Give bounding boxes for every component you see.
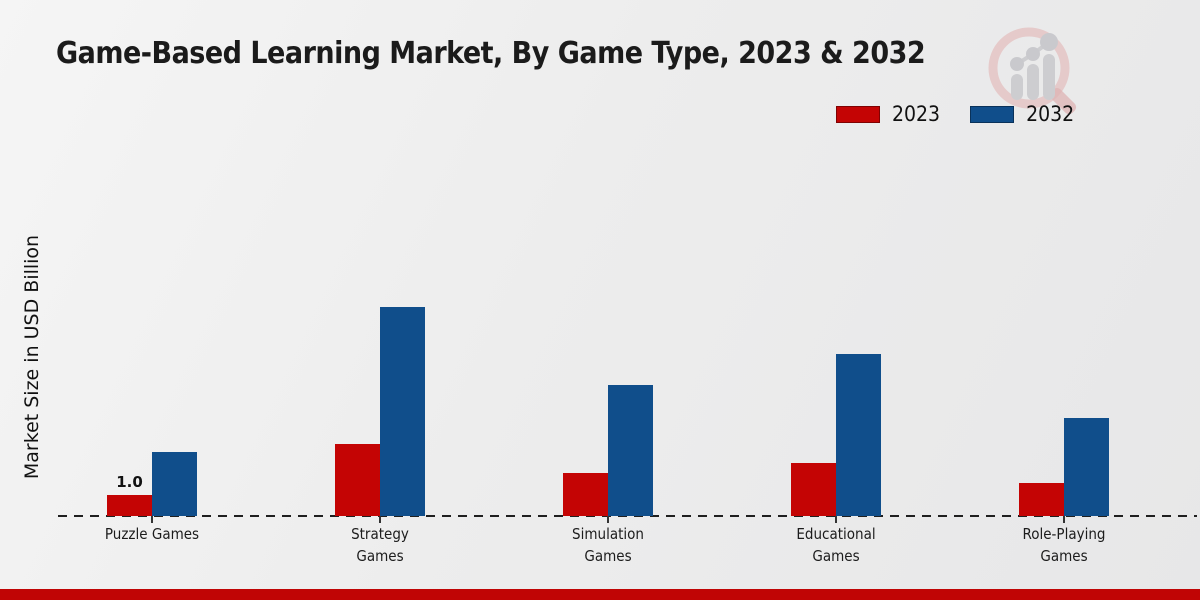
x-axis-tick <box>607 516 609 523</box>
legend-label-2023: 2023 <box>892 102 941 126</box>
chart-title: Game-Based Learning Market, By Game Type… <box>56 36 926 71</box>
bar-2032-puzzle-games <box>152 452 197 516</box>
category-label-role-playing-games: Role-Playing Games <box>1022 525 1106 565</box>
x-axis-tick <box>379 516 381 523</box>
bar-2023-strategy-games <box>335 444 380 516</box>
bar-2032-strategy-games <box>380 307 425 516</box>
category-label-puzzle-games: Puzzle Games <box>104 525 200 543</box>
category-label-educational-games: Educational Games <box>796 525 876 565</box>
legend-item-2023: 2023 <box>836 102 940 126</box>
bar-2023-role-playing-games <box>1019 483 1064 516</box>
legend-swatch-2023 <box>836 105 880 123</box>
x-axis-baseline <box>58 515 1197 517</box>
legend-label-2032: 2032 <box>1026 102 1075 126</box>
legend: 2023 2032 <box>836 102 1074 126</box>
bar-2023-simulation-games <box>563 473 608 516</box>
x-axis-tick <box>151 516 153 523</box>
x-axis-tick <box>1063 516 1065 523</box>
legend-item-2032: 2032 <box>970 102 1074 126</box>
x-axis-tick <box>835 516 837 523</box>
bar-2023-educational-games <box>791 463 836 516</box>
bar-2032-educational-games <box>836 354 881 516</box>
category-label-strategy-games: Strategy Games <box>351 525 409 565</box>
category-label-simulation-games: Simulation Games <box>572 525 644 565</box>
legend-swatch-2032 <box>970 105 1015 123</box>
bar-value-label: 1.0 <box>116 473 143 491</box>
y-axis-label: Market Size in USD Billion <box>21 234 43 480</box>
market-research-logo-watermark <box>988 27 1077 115</box>
bar-2023-puzzle-games <box>107 495 152 516</box>
bar-2032-simulation-games <box>608 385 653 516</box>
bar-2032-role-playing-games <box>1064 418 1109 516</box>
footer-red-stripe <box>0 589 1200 600</box>
